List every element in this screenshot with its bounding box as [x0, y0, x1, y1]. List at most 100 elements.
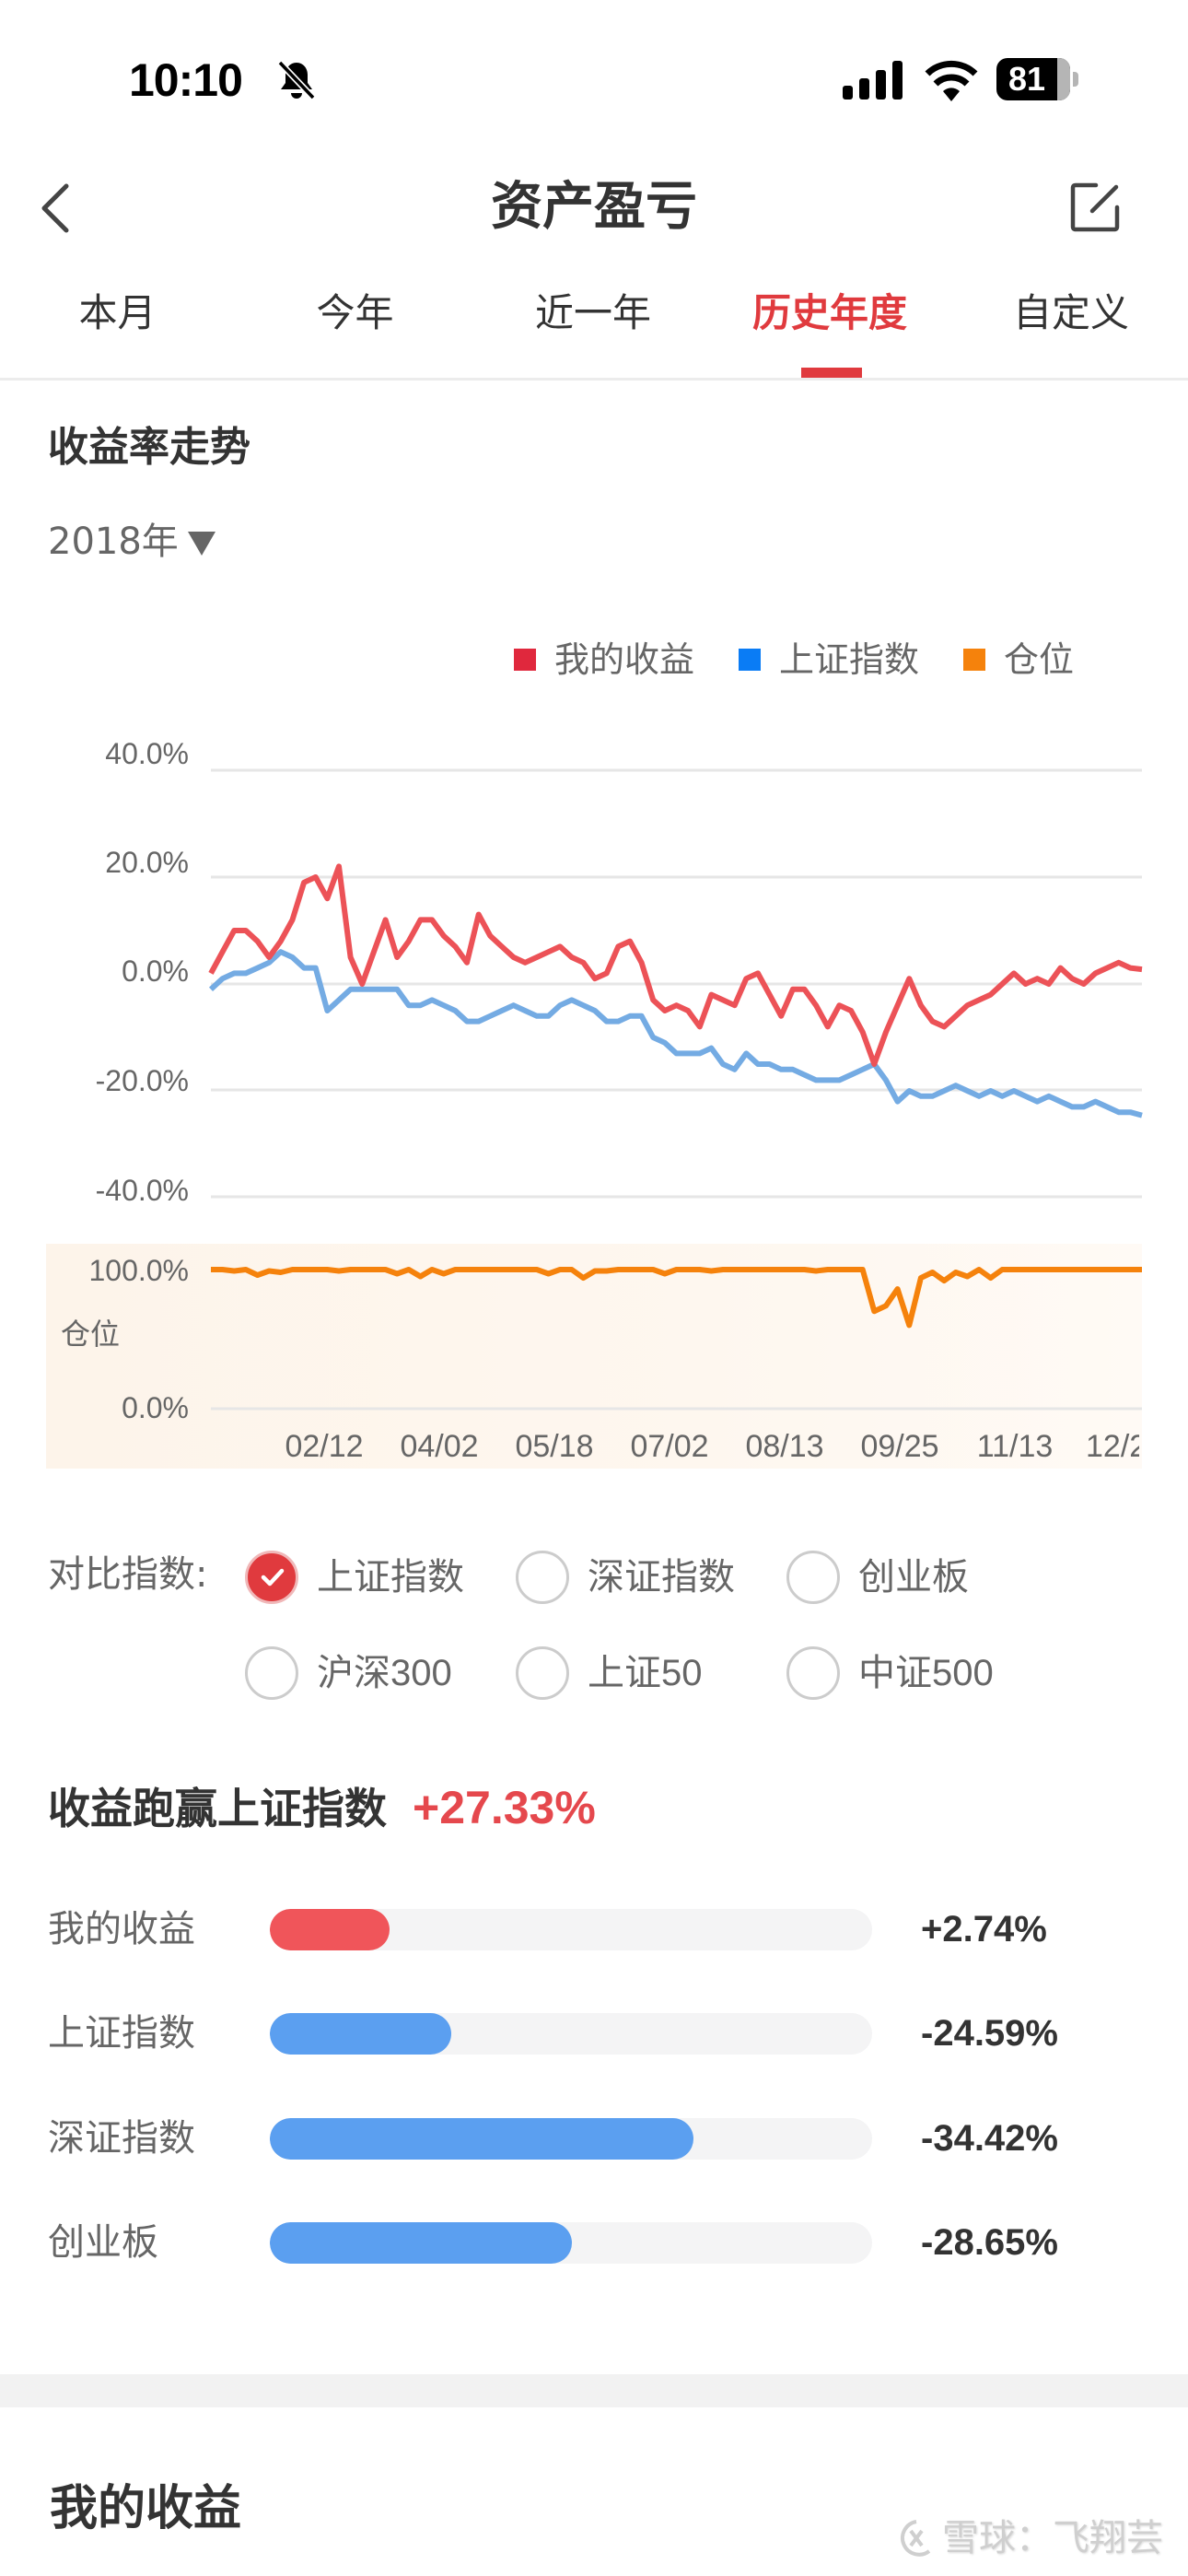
- bar-label: 我的收益: [48, 1908, 195, 1950]
- chevron-left-icon: [41, 183, 69, 233]
- period-tabs: 本月 今年 近一年 历史年度 自定义: [0, 276, 1188, 378]
- radio-unchecked: [245, 1646, 298, 1700]
- bar-track: [270, 2013, 872, 2055]
- y-tick: -40.0%: [95, 1174, 189, 1207]
- sse-index-line: [208, 949, 1143, 1118]
- x-tick: 07/02: [630, 1429, 709, 1464]
- radio-chinext[interactable]: 创业板: [786, 1551, 969, 1604]
- radio-label: 上证50: [588, 1653, 703, 1693]
- tab-history-years[interactable]: 历史年度: [751, 290, 907, 335]
- chart-clip-mask: [1142, 1419, 1188, 1474]
- chart-legend: 我的收益 上证指数 仓位: [514, 636, 1074, 684]
- radio-szse-index[interactable]: 深证指数: [516, 1551, 735, 1604]
- radio-label: 沪深300: [317, 1653, 452, 1693]
- legend-swatch-orange: [963, 649, 986, 671]
- year-dropdown[interactable]: 2018年: [48, 514, 215, 569]
- y-tick: 0.0%: [122, 954, 189, 988]
- radio-unchecked: [786, 1551, 840, 1604]
- radio-unchecked: [516, 1551, 569, 1604]
- bar-fill-blue: [270, 2118, 693, 2160]
- tab-divider: [0, 378, 1188, 381]
- x-tick: 05/18: [515, 1429, 594, 1464]
- year-value: 2018年: [48, 521, 179, 563]
- bar-track: [270, 2222, 872, 2264]
- share-button[interactable]: [1068, 180, 1124, 235]
- watermark-text: 雪球：飞翔芸: [942, 2517, 1163, 2559]
- bar-fill-blue: [270, 2222, 572, 2264]
- radio-label: 上证指数: [317, 1557, 464, 1598]
- page-title: 资产盈亏: [491, 177, 697, 237]
- legend-label: 仓位: [1004, 639, 1075, 680]
- radio-label: 深证指数: [588, 1557, 735, 1598]
- x-tick: 02/12: [285, 1429, 364, 1464]
- bar-fill-blue: [270, 2013, 451, 2055]
- bar-value: -24.59%: [921, 2013, 1058, 2054]
- radio-csi300[interactable]: 沪深300: [245, 1646, 452, 1700]
- watermark: 雪球：飞翔芸: [898, 2513, 1163, 2563]
- radio-sse-index[interactable]: 上证指数: [245, 1551, 464, 1604]
- radio-unchecked: [516, 1646, 569, 1700]
- status-time: 10:10: [129, 54, 243, 106]
- bar-label: 创业板: [48, 2221, 158, 2264]
- active-tab-indicator: [801, 368, 862, 378]
- comparison-bar-row: 我的收益 +2.74%: [0, 1902, 1188, 1957]
- bar-track: [270, 1909, 872, 1950]
- legend-swatch-red: [514, 649, 536, 671]
- comparison-bar-row: 创业板 -28.65%: [0, 2215, 1188, 2270]
- my-earnings-title: 我的收益: [50, 2481, 242, 2536]
- x-tick: 09/25: [860, 1429, 939, 1464]
- outperform-value: +27.33%: [413, 1782, 596, 1833]
- legend-swatch-blue: [739, 649, 762, 671]
- xueqiu-logo-icon: [901, 2520, 931, 2557]
- bar-value: +2.74%: [921, 1909, 1047, 1950]
- radio-label: 创业板: [858, 1557, 969, 1598]
- bar-label: 深证指数: [48, 2117, 195, 2160]
- radio-label: 中证500: [858, 1653, 994, 1693]
- legend-item-my-return: 我的收益: [514, 636, 694, 684]
- legend-item-sse-index: 上证指数: [739, 636, 919, 684]
- battery-percent: 81: [1007, 60, 1046, 98]
- x-tick: 04/02: [400, 1429, 479, 1464]
- radio-checked: [245, 1551, 298, 1604]
- outperform-heading: 收益跑赢上证指数 +27.33%: [48, 1780, 596, 1836]
- x-tick: 08/13: [745, 1429, 824, 1464]
- tab-this-year[interactable]: 今年: [316, 290, 394, 335]
- legend-item-position: 仓位: [963, 636, 1074, 684]
- tab-last-year[interactable]: 近一年: [534, 290, 651, 335]
- x-tick: 11/13: [976, 1429, 1054, 1464]
- y-tick: 0.0%: [122, 1391, 189, 1424]
- legend-label: 我的收益: [554, 639, 695, 680]
- bar-value: -28.65%: [921, 2222, 1058, 2263]
- my-return-line: [208, 863, 1143, 1067]
- legend-label: 上证指数: [779, 639, 920, 680]
- bell-slash-icon: [277, 60, 316, 100]
- section-separator: [0, 2374, 1188, 2407]
- share-external-icon: [1070, 182, 1120, 232]
- y-tick: 20.0%: [105, 846, 189, 879]
- y-tick: -20.0%: [95, 1064, 189, 1097]
- bar-fill-red: [270, 1909, 390, 1950]
- caret-down-icon: [187, 532, 215, 556]
- position-axis-label: 仓位: [61, 1317, 121, 1352]
- trend-title: 收益率走势: [48, 424, 250, 471]
- cellular-signal-icon: [843, 61, 903, 100]
- outperform-title: 收益跑赢上证指数: [48, 1784, 387, 1833]
- bar-label: 上证指数: [48, 2012, 195, 2055]
- radio-csi500[interactable]: 中证500: [786, 1646, 994, 1700]
- y-tick: 100.0%: [88, 1254, 189, 1287]
- comparison-bar-row: 深证指数 -34.42%: [0, 2111, 1188, 2166]
- compare-index-label: 对比指数:: [48, 1553, 208, 1596]
- battery-indicator: 81: [996, 58, 1079, 100]
- bar-track: [270, 2118, 872, 2160]
- x-tick: 12/2: [1086, 1429, 1147, 1464]
- comparison-bar-row: 上证指数 -24.59%: [0, 2006, 1188, 2061]
- checkmark-icon: [261, 1568, 285, 1587]
- wifi-icon: [925, 60, 978, 101]
- back-button[interactable]: [28, 175, 83, 241]
- bar-value: -34.42%: [921, 2118, 1058, 2159]
- tab-this-month[interactable]: 本月: [78, 290, 157, 335]
- radio-unchecked: [786, 1646, 840, 1700]
- radio-sse50[interactable]: 上证50: [516, 1646, 703, 1700]
- y-tick: 40.0%: [105, 737, 189, 770]
- tab-custom[interactable]: 自定义: [1012, 290, 1129, 335]
